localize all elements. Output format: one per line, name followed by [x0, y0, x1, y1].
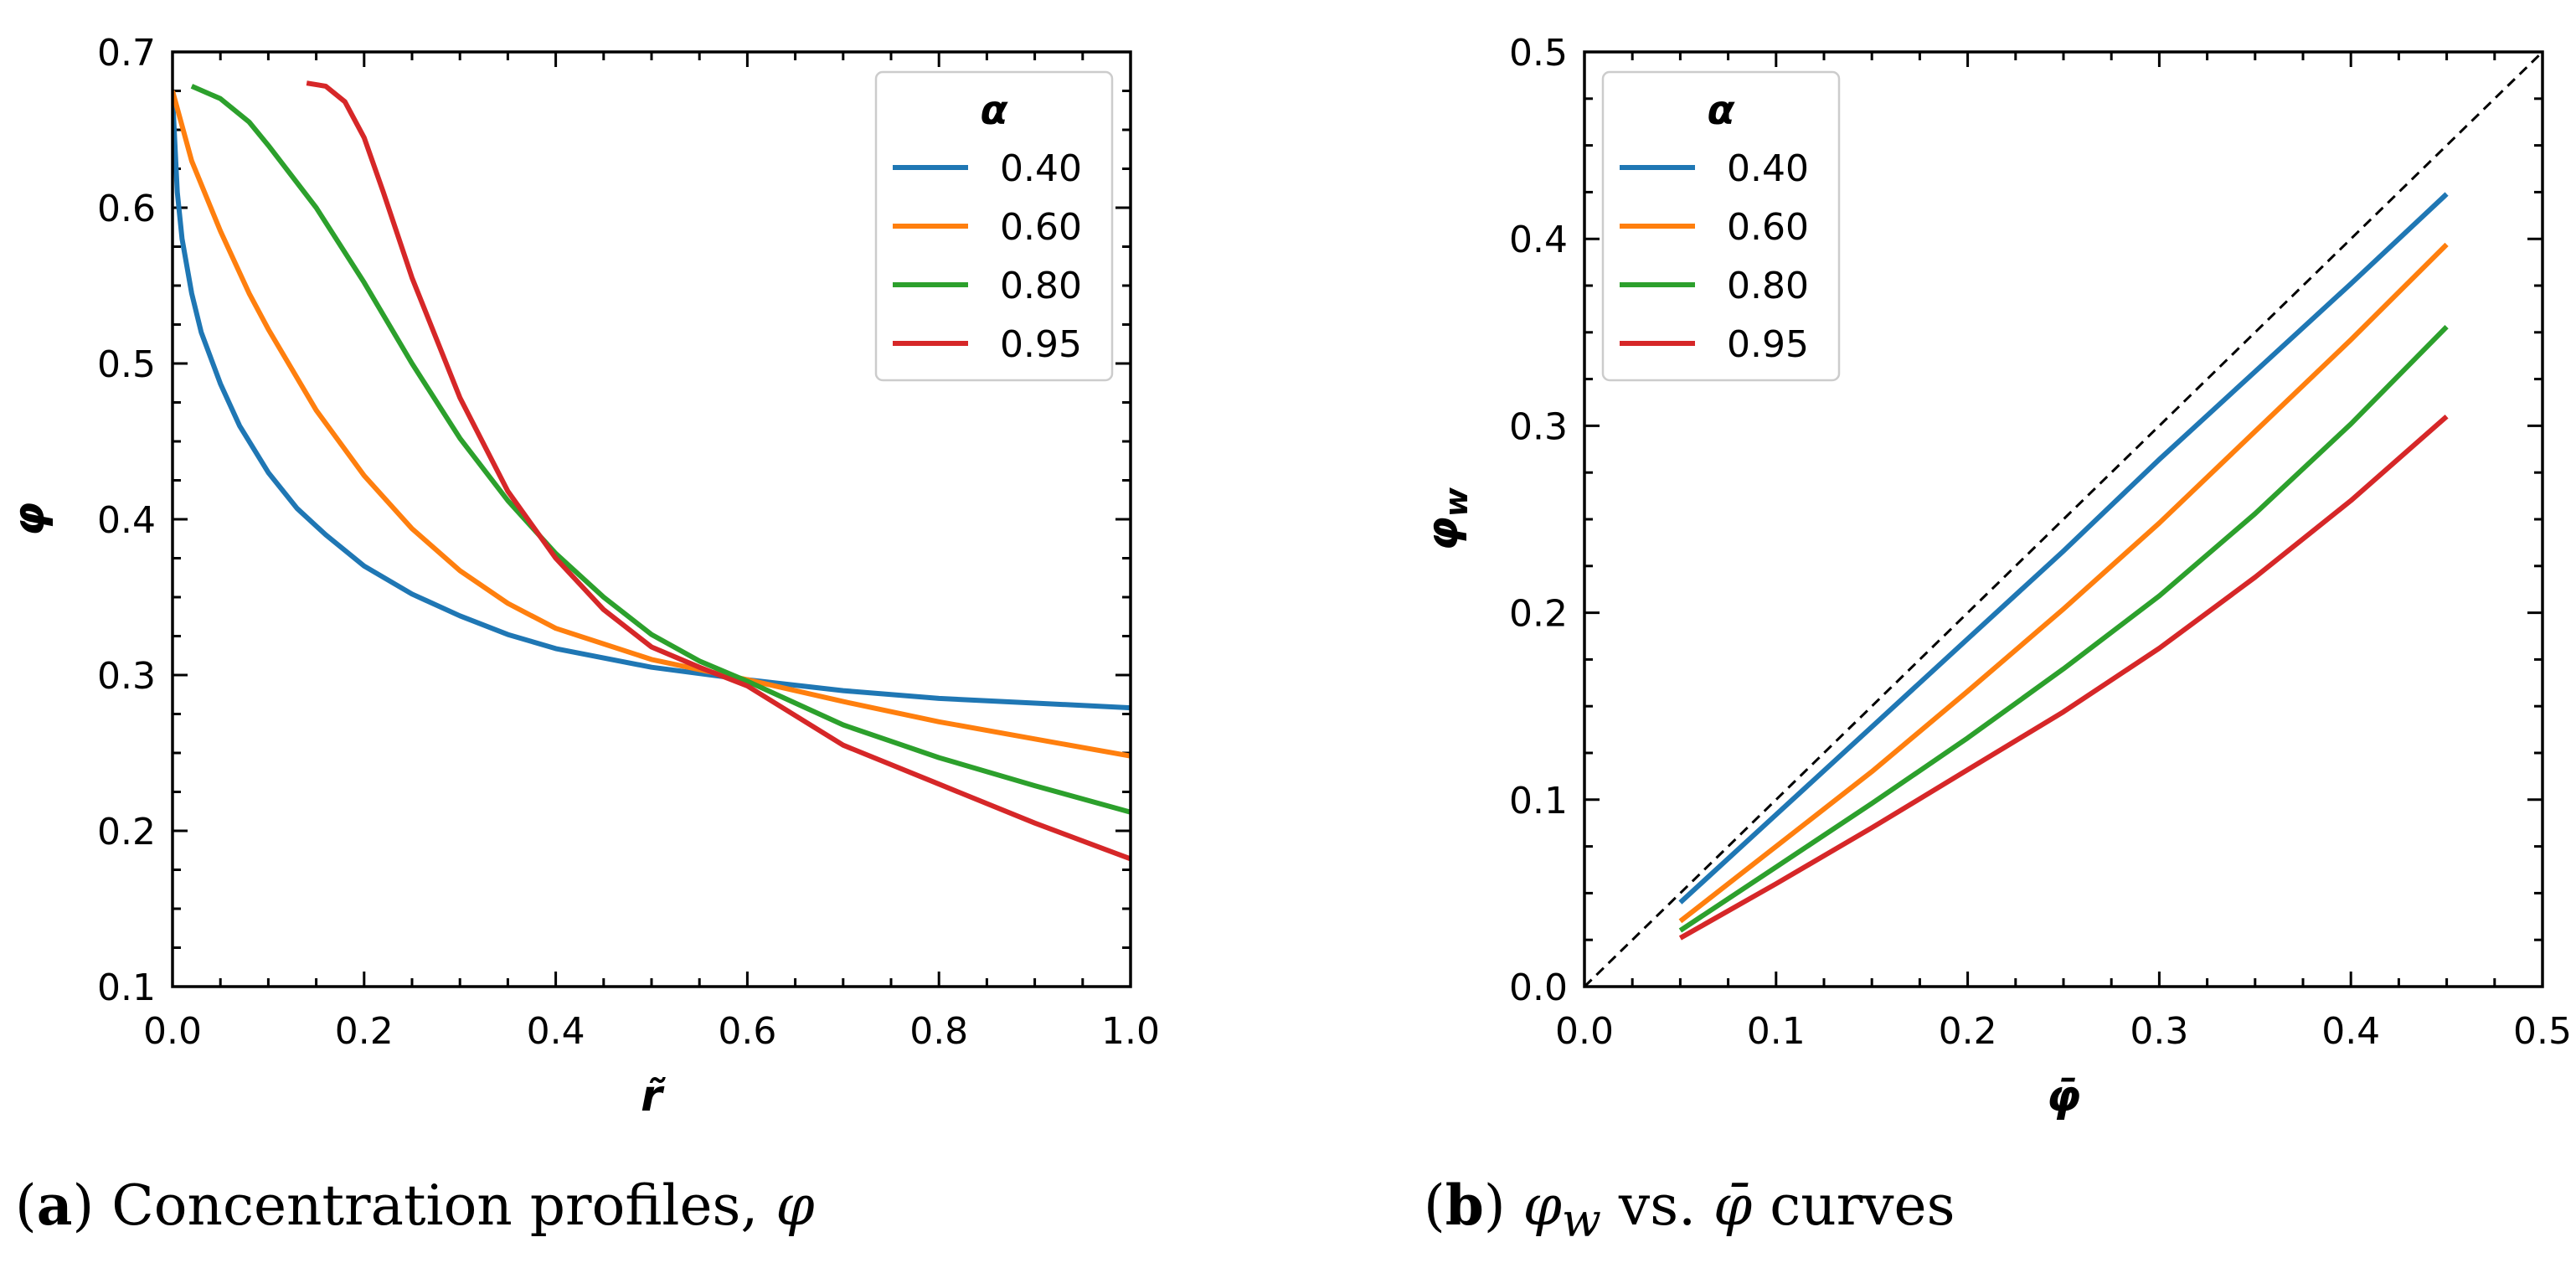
series-line-alpha-0.95 [1678, 414, 2449, 941]
series-line-alpha-0.80 [1678, 324, 2449, 933]
plot-frame [1583, 50, 2544, 988]
y-tick-label: 0.0 [1509, 967, 1568, 1009]
reference-line-identity [1584, 52, 2543, 987]
x-tick-label: 0.0 [1555, 1010, 1614, 1053]
legend-title: α [1708, 87, 1736, 134]
caption-b: (b) φw vs. φ̄ curves [1424, 1173, 1955, 1248]
caption-a-symbol: φ [775, 1173, 815, 1238]
figure-canvas: 0.0 0.2 0.4 0.6 0.8 1.0 0.1 0.2 0.3 0.4 0.5 0.6 0.7 r… [4, 32, 2572, 1121]
y-tick-label: 0.5 [1509, 32, 1568, 75]
legend-label-0.95: 0.95 [1000, 323, 1082, 366]
plot-frame [171, 50, 1132, 988]
chart-panel-a: 0.0 0.2 0.4 0.6 0.8 1.0 0.1 0.2 0.3 0.4 0.5 0.6 0.7 r… [4, 32, 1160, 1121]
x-axis-label: r̃ [641, 1071, 666, 1121]
y-tick-label: 0.6 [97, 188, 156, 230]
caption-b-tail: curves [1752, 1173, 1955, 1238]
y-tick-label: 0.1 [97, 967, 156, 1009]
x-tick-label: 0.5 [2513, 1010, 2572, 1053]
y-tick-label: 0.3 [1509, 405, 1568, 448]
caption-b-symbol2: φ̄ [1713, 1173, 1753, 1238]
chart-panel-b: 0.0 0.1 0.2 0.3 0.4 0.5 0.0 0.1 0.2 0.3 0.4 0.5 φ̄ φw… [1418, 32, 2572, 1121]
y-tick-label: 0.3 [97, 655, 156, 698]
x-tick-label: 0.2 [335, 1010, 394, 1053]
x-axis-label: φ̄ [2047, 1071, 2081, 1121]
caption-b-mid: vs. [1600, 1173, 1714, 1238]
caption-a: (a) Concentration profiles, φ [15, 1173, 815, 1238]
legend-label-0.80: 0.80 [1000, 265, 1082, 307]
y-tick-label: 0.2 [1509, 593, 1568, 636]
legend-box [874, 70, 1114, 382]
x-tick-label: 0.1 [1747, 1010, 1806, 1053]
legend-box [1601, 70, 1841, 382]
legend-label-0.80: 0.80 [1727, 265, 1809, 307]
y-tick-label: 0.7 [97, 32, 156, 75]
x-tick-label: 0.0 [143, 1010, 202, 1053]
caption-b-label: b [1445, 1173, 1484, 1238]
series-line-alpha-0.60 [1678, 242, 2449, 924]
legend-label-0.40: 0.40 [1727, 147, 1809, 190]
y-tick-label: 0.4 [1509, 219, 1568, 261]
legend-label-0.40: 0.40 [1000, 147, 1082, 190]
x-tick-label: 0.4 [527, 1010, 585, 1053]
legend-label-0.95: 0.95 [1727, 323, 1809, 366]
legend-title: α [981, 87, 1009, 134]
y-axis-label: φ [4, 503, 54, 537]
x-tick-label: 0.2 [1939, 1010, 1997, 1053]
series-line-alpha-0.40 [1678, 192, 2449, 905]
x-tick-label: 1.0 [1101, 1010, 1160, 1053]
y-tick-label: 0.2 [97, 811, 156, 853]
y-tick-label: 0.4 [97, 499, 156, 542]
caption-a-text: Concentration profiles, [111, 1173, 776, 1238]
y-axis-label: φw [1418, 487, 1475, 551]
series-line-alpha-0.95 [306, 80, 1131, 862]
y-axis-label-subscript: w [1438, 487, 1475, 517]
x-tick-label: 0.6 [718, 1010, 776, 1053]
legend: α 0.40 0.60 0.80 0.95 [1601, 70, 1841, 382]
x-tick-label: 0.3 [2130, 1010, 2188, 1053]
legend-label-0.60: 0.60 [1000, 206, 1082, 249]
series-line-alpha-0.40 [173, 95, 1131, 711]
y-tick-label: 0.5 [97, 343, 156, 386]
caption-b-subscript: w [1561, 1193, 1601, 1248]
caption-b-symbol: φ [1522, 1173, 1562, 1238]
x-tick-label: 0.4 [2321, 1010, 2380, 1053]
y-tick-label: 0.1 [1509, 780, 1568, 822]
legend-label-0.60: 0.60 [1727, 206, 1809, 249]
x-tick-label: 0.8 [909, 1010, 968, 1053]
caption-a-label: a [36, 1173, 73, 1238]
legend: α 0.40 0.60 0.80 0.95 [874, 70, 1114, 382]
series-line-alpha-0.60 [173, 90, 1131, 759]
